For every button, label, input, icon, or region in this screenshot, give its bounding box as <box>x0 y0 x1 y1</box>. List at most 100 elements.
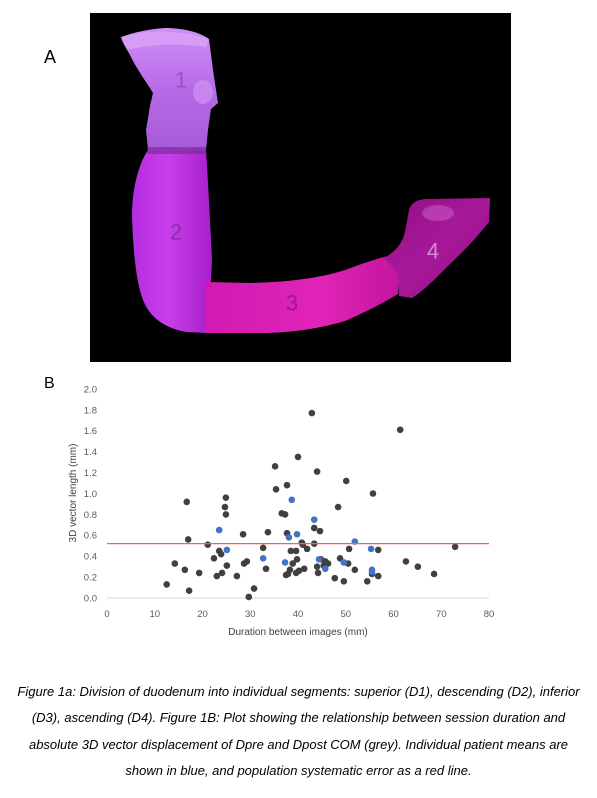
segment-2-shape <box>132 150 212 333</box>
segment-label-2: 2 <box>170 220 182 245</box>
scatter-point-grey <box>271 463 279 470</box>
scatter-point-grey <box>204 541 212 549</box>
scatter-point-grey <box>233 572 241 580</box>
scatter-point-blue <box>315 556 323 563</box>
x-tick-label: 70 <box>436 609 447 620</box>
scatter-point-grey <box>171 560 179 567</box>
scatter-point-grey <box>181 566 189 574</box>
scatter-point-grey <box>250 585 258 592</box>
scatter-point-grey <box>272 486 280 493</box>
x-tick-label: 10 <box>149 609 160 620</box>
scatter-point-grey <box>313 563 321 570</box>
scatter-point-grey <box>402 558 410 565</box>
scatter-point-grey <box>324 560 332 567</box>
x-tick-label: 30 <box>245 609 256 620</box>
scatter-point-grey <box>303 545 311 553</box>
scatter-point-blue <box>288 496 296 504</box>
caption-line: shown in blue, and population systematic… <box>125 762 472 778</box>
scatter-point-blue <box>281 559 289 566</box>
scatter-point-grey <box>342 477 350 485</box>
x-tick-label: 60 <box>388 609 399 620</box>
segment-1-highlight <box>121 31 209 50</box>
scatter-point-blue <box>285 534 293 541</box>
scatter-point-grey <box>331 574 339 582</box>
caption-line: (D3), ascending (D4). Figure 1B: Plot sh… <box>31 710 566 726</box>
scatter-point-grey <box>283 481 291 489</box>
y-tick-label: 1.0 <box>84 489 97 500</box>
scatter-point-grey <box>213 572 221 580</box>
scatter-point-grey <box>289 560 297 567</box>
scatter-point-grey <box>430 570 438 578</box>
scatter-point-grey <box>223 562 231 569</box>
scatter-point-blue <box>368 568 376 576</box>
scatter-point-grey <box>245 593 253 601</box>
y-tick-label: 1.2 <box>84 468 97 479</box>
segment-4-highlight <box>422 205 454 221</box>
x-tick-label: 50 <box>340 609 351 620</box>
scatter-point-grey <box>300 565 308 573</box>
panel-b-label: B <box>44 375 55 392</box>
x-axis-title: Duration between images (mm) <box>228 627 368 638</box>
segment-3-shape <box>206 255 398 333</box>
scatter-point-grey <box>264 528 272 536</box>
scatter-point-grey <box>222 494 230 501</box>
scatter-point-grey <box>310 524 318 532</box>
scatter-point-grey <box>414 563 422 570</box>
duodenum-render: 1 2 3 4 <box>90 13 511 362</box>
segment-label-1: 1 <box>175 68 187 93</box>
scatter-point-grey <box>363 577 371 585</box>
scatter-point-grey <box>396 426 404 434</box>
scatter-point-blue <box>321 565 329 573</box>
y-tick-label: 0.0 <box>84 593 97 604</box>
scatter-point-grey <box>314 569 322 577</box>
scatter-point-blue <box>293 530 301 538</box>
scatter-point-grey <box>336 554 344 562</box>
caption-line: Figure 1a: Division of duodenum into ind… <box>17 684 580 699</box>
x-tick-label: 80 <box>484 609 495 620</box>
scatter-point-grey <box>262 565 270 573</box>
segment-1-highlight <box>193 80 213 104</box>
segment-label-4: 4 <box>427 239 439 264</box>
segment-junction-band <box>147 147 206 154</box>
scatter-point-grey <box>340 577 348 585</box>
scatter-point-grey <box>351 566 359 574</box>
scatter-point-blue <box>310 516 318 523</box>
scatter-point-grey <box>281 511 289 518</box>
scatter-point-grey <box>210 554 218 562</box>
scatter-point-grey <box>286 566 294 574</box>
scatter-point-blue <box>259 554 267 562</box>
scatter-chart: 0.0 0.2 0.4 0.6 0.8 1.0 1.2 1.4 1.6 1.8 2.0 0 10 20 30… <box>68 384 495 638</box>
scatter-point-grey <box>185 587 193 594</box>
y-tick-label: 0.4 <box>84 552 97 563</box>
scatter-point-grey <box>345 545 353 553</box>
y-axis-title: 3D vector length (mm) <box>68 444 79 543</box>
scatter-point-grey <box>222 511 230 518</box>
scatter-point-grey <box>295 567 303 575</box>
y-tick-label: 0.2 <box>84 573 97 584</box>
scatter-point-grey <box>293 556 301 563</box>
scatter-point-grey <box>239 530 247 538</box>
scatter-point-grey <box>316 527 324 535</box>
scatter-point-grey <box>163 581 170 588</box>
panel-a-label: A <box>44 47 57 67</box>
y-tick-label: 0.8 <box>84 510 97 521</box>
scatter-point-grey <box>313 468 321 475</box>
scatter-point-grey <box>308 409 316 417</box>
scatter-point-blue <box>340 559 348 566</box>
y-tick-label: 1.8 <box>84 405 97 416</box>
scatter-point-grey <box>217 550 225 558</box>
figure-caption: Figure 1a: Division of duodenum into ind… <box>0 679 597 784</box>
y-tick-label: 2.0 <box>84 384 97 395</box>
scatter-point-grey <box>374 546 382 554</box>
scatter-point-grey <box>243 558 251 565</box>
y-tick-label: 1.4 <box>84 447 97 458</box>
scatter-point-grey <box>369 490 377 497</box>
x-tick-label: 40 <box>293 609 304 620</box>
scatter-point-blue <box>223 546 231 554</box>
x-tick-label: 0 <box>104 609 109 620</box>
scatter-point-grey <box>299 541 307 549</box>
scatter-point-grey <box>184 536 192 543</box>
scatter-point-grey <box>292 547 300 555</box>
scatter-point-grey <box>259 544 267 552</box>
scatter-point-grey <box>294 453 302 461</box>
